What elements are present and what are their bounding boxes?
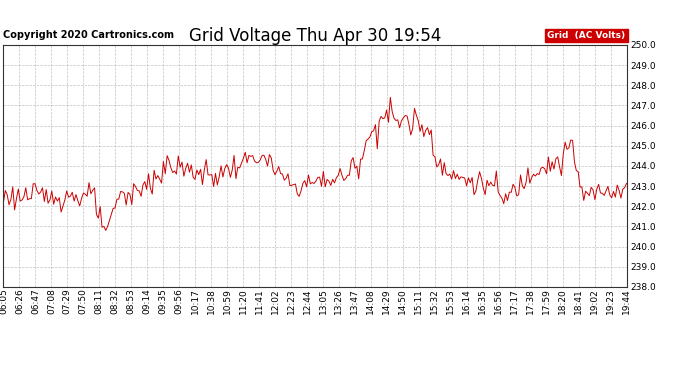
Text: Grid  (AC Volts): Grid (AC Volts) <box>547 31 625 40</box>
Title: Grid Voltage Thu Apr 30 19:54: Grid Voltage Thu Apr 30 19:54 <box>189 27 441 45</box>
Text: Copyright 2020 Cartronics.com: Copyright 2020 Cartronics.com <box>3 30 175 40</box>
